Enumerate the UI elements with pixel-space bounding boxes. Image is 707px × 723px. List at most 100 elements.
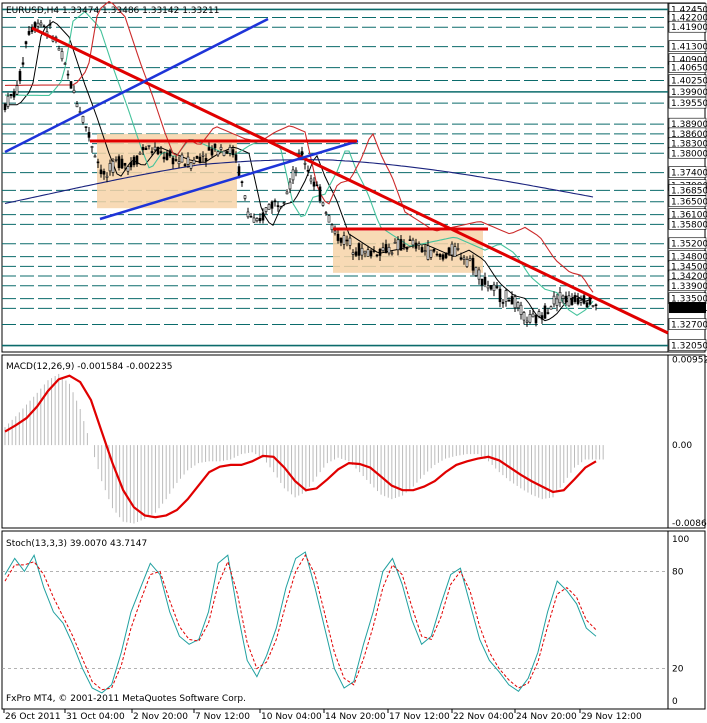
candle-body bbox=[375, 254, 379, 257]
candle-body bbox=[435, 253, 439, 256]
price-label-box bbox=[668, 96, 707, 109]
candle-body bbox=[573, 295, 577, 302]
price-label-box bbox=[668, 85, 707, 98]
candle-body bbox=[84, 126, 88, 128]
candle-body bbox=[387, 247, 391, 254]
candle-body bbox=[24, 41, 28, 45]
candle-body bbox=[552, 295, 556, 305]
candle-body bbox=[351, 252, 355, 255]
candle-body bbox=[462, 257, 466, 260]
candle-body bbox=[192, 159, 196, 164]
candle-body bbox=[570, 298, 574, 305]
candle-body bbox=[591, 305, 595, 307]
candle-body bbox=[138, 152, 142, 155]
price-label: 1.41900 bbox=[671, 23, 707, 33]
time-axis-label: 26 Oct 2011 bbox=[5, 712, 61, 722]
blue-uptrend-line bbox=[4, 17, 269, 154]
price-label-box bbox=[668, 218, 707, 230]
price-label: 1.37400 bbox=[671, 169, 707, 179]
candle-body bbox=[216, 151, 220, 156]
candle-body bbox=[384, 244, 388, 254]
stochastic-lines bbox=[4, 551, 597, 694]
candle-body bbox=[3, 103, 7, 111]
candle-body bbox=[213, 143, 217, 149]
candle-body bbox=[372, 250, 376, 252]
candle-body bbox=[153, 146, 157, 151]
candle-body bbox=[234, 154, 238, 161]
candle-body bbox=[276, 205, 280, 207]
candle-body bbox=[381, 247, 385, 251]
candle-body bbox=[537, 311, 541, 317]
candle-body bbox=[108, 163, 112, 172]
time-axis-label: 14 Nov 20:00 bbox=[325, 712, 386, 722]
candle-body bbox=[309, 178, 313, 182]
price-label: 1.34500 bbox=[671, 262, 707, 272]
price-label: 1.40900 bbox=[671, 56, 707, 66]
candle-body bbox=[486, 285, 490, 289]
candle-body bbox=[27, 31, 31, 35]
candle-body bbox=[114, 159, 118, 161]
price-label: 1.38900 bbox=[671, 120, 707, 130]
candle-body bbox=[87, 132, 91, 138]
consolidation-zone bbox=[97, 133, 237, 209]
candle-body bbox=[60, 51, 64, 60]
candle-body bbox=[366, 249, 370, 257]
price-label-box bbox=[668, 74, 707, 86]
price-label-box bbox=[668, 146, 707, 159]
candle-body bbox=[189, 162, 193, 169]
price-label: 1.36500 bbox=[671, 198, 707, 208]
macd-panel: 0.00952 0.00 -0.00865 MACD(12,26,9) -0.001… bbox=[4, 355, 707, 529]
candle-body bbox=[198, 156, 202, 164]
time-axis-label: 2 Nov 20:00 bbox=[133, 712, 188, 722]
candle-body bbox=[417, 243, 421, 246]
candlesticks bbox=[3, 19, 598, 327]
macd-axis-labels: 0.00952 0.00 -0.00865 bbox=[672, 355, 707, 529]
candle-body bbox=[96, 161, 100, 164]
candle-body bbox=[549, 306, 553, 310]
candle-body bbox=[258, 217, 262, 222]
candle-body bbox=[123, 162, 127, 166]
price-label: 1.34200 bbox=[671, 272, 707, 282]
candle-body bbox=[348, 237, 352, 246]
candle-body bbox=[579, 300, 583, 303]
candle-body bbox=[327, 215, 331, 223]
current-price-box bbox=[669, 302, 706, 314]
candle-body bbox=[81, 115, 85, 123]
candle-body bbox=[204, 158, 208, 162]
current-price-label: 1.33211 bbox=[671, 304, 707, 314]
price-panel-title: EURUSD,H4 1.33474 1.33486 1.33142 1.3321… bbox=[6, 6, 219, 16]
candle-body bbox=[525, 320, 529, 323]
candle-body bbox=[147, 144, 151, 147]
candle-body bbox=[306, 169, 310, 172]
candle-body bbox=[291, 169, 295, 181]
candle-body bbox=[369, 250, 373, 257]
time-axis-label: 17 Nov 12:00 bbox=[389, 712, 450, 722]
candle-body bbox=[42, 25, 46, 28]
candle-body bbox=[69, 81, 73, 89]
candle-body bbox=[408, 239, 412, 241]
copyright-text: FxPro MT4, © 2001-2011 MetaQuotes Softwa… bbox=[6, 694, 246, 704]
candle-body bbox=[330, 224, 334, 231]
price-label-box bbox=[668, 237, 707, 250]
candle-body bbox=[174, 159, 178, 161]
stochastic-panel: 100 80 20 0 Stoch(13,3,3) 39.0070 43.7147 F… bbox=[2, 535, 689, 707]
candle-body bbox=[450, 243, 454, 256]
candle-body bbox=[210, 148, 214, 156]
stochastic-axis-label: 80 bbox=[672, 567, 684, 577]
blue-triangle-line bbox=[99, 139, 359, 221]
candle-body bbox=[15, 85, 19, 95]
candle-body bbox=[57, 47, 61, 51]
price-label: 1.34800 bbox=[671, 253, 707, 263]
time-axis-label: 7 Nov 12:00 bbox=[195, 712, 250, 722]
candle-body bbox=[9, 93, 13, 96]
candle-body bbox=[90, 146, 94, 148]
price-label: 1.40250 bbox=[671, 77, 707, 87]
candle-body bbox=[285, 191, 289, 195]
candle-body bbox=[414, 242, 418, 249]
candle-body bbox=[582, 295, 586, 304]
candle-body bbox=[228, 146, 232, 154]
candle-body bbox=[225, 151, 229, 154]
candle-body bbox=[249, 216, 253, 218]
candle-body bbox=[426, 245, 430, 260]
